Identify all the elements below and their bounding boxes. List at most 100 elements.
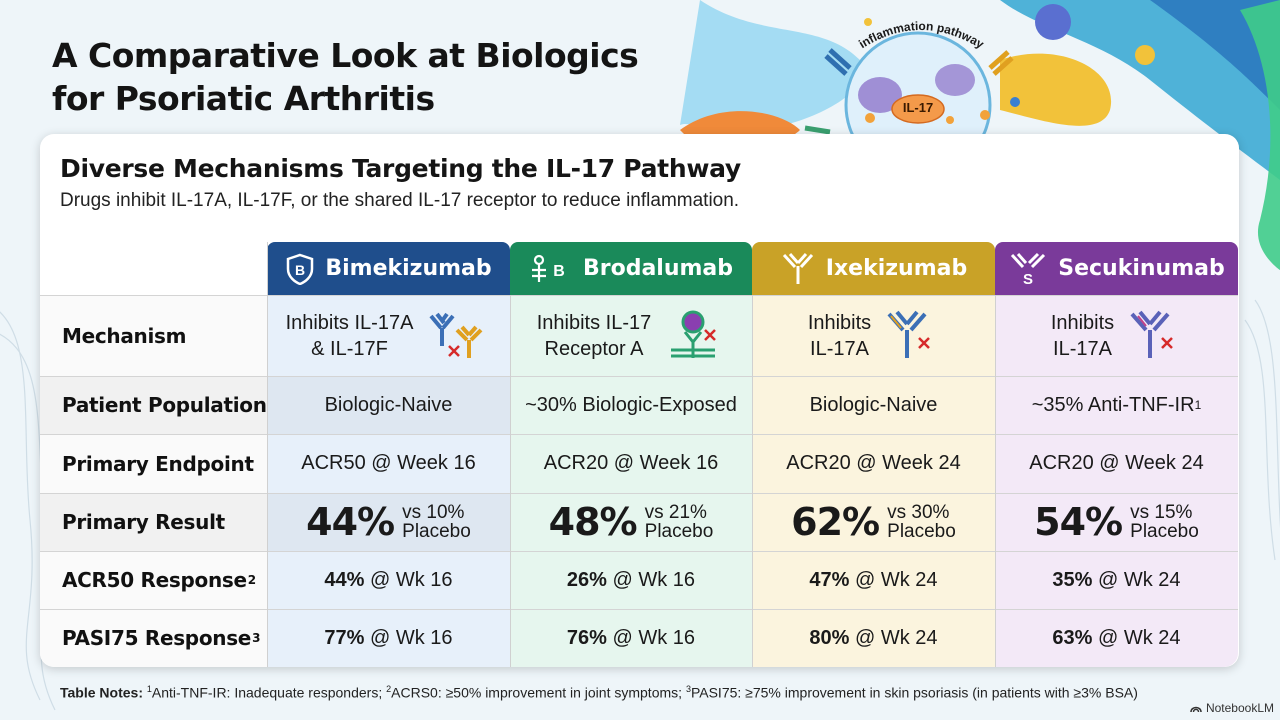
mechanism-line-2: & IL-17F: [311, 337, 388, 360]
mechanism-line-1: Inhibits: [807, 311, 872, 334]
section-title: Diverse Mechanisms Targeting the IL-17 P…: [60, 154, 741, 183]
population-sup: 1: [1194, 398, 1202, 412]
row-divider: [40, 609, 1238, 610]
endpoint-text: ACR20 @ Week 24: [1029, 452, 1204, 474]
note-2-sup: 2: [386, 684, 392, 694]
population-text: ~35% Anti-TNF-IR: [1031, 393, 1195, 416]
result-cell: 44% vs 10% Placebo: [267, 493, 510, 551]
drug-name: Ixekizumab: [825, 256, 968, 281]
population-text: ~30% Biologic-Exposed: [525, 393, 737, 416]
row-label-pasi75-sup: 3: [252, 631, 261, 645]
endpoint-text: ACR20 @ Week 16: [543, 452, 719, 474]
pasi75-value: 76%: [566, 626, 607, 649]
notebooklm-logo-icon: [1190, 706, 1202, 713]
antibody-inhibition-icon: [1128, 310, 1182, 362]
mechanism-line-1: Inhibits IL-17A: [285, 311, 414, 334]
antibody-s-icon: S: [1008, 252, 1048, 286]
note-3: PASI75: ≥75% improvement in skin psorias…: [690, 684, 1138, 701]
col-divider: [510, 295, 511, 667]
col-divider: [752, 295, 753, 667]
col-divider: [995, 295, 996, 667]
acr50-week: @ Wk 24: [849, 568, 938, 591]
pasi75-value: 63%: [1052, 626, 1093, 649]
placebo-compare-line-2: Placebo: [402, 521, 471, 542]
antibody-y-icon: [780, 252, 816, 286]
acr50-week: @ Wk 16: [364, 568, 453, 591]
row-label-result: Primary Result: [62, 510, 225, 534]
pasi75-week: @ Wk 24: [849, 626, 938, 649]
pasi75-cell: 76% @ Wk 16: [510, 609, 752, 667]
drug-name: Secukinumab: [1058, 256, 1225, 281]
primary-result-value: 44%: [306, 500, 395, 544]
note-1-sup: 1: [146, 684, 152, 694]
mechanism-cell: Inhibits IL-17A: [752, 295, 995, 376]
pasi75-cell: 77% @ Wk 16: [267, 609, 510, 667]
page-title: A Comparative Look at Biologics for Psor…: [52, 34, 639, 120]
antibody-inhibition-icon: [885, 310, 939, 362]
label-column: [40, 295, 267, 667]
mechanism-line-2: IL-17A: [1053, 337, 1112, 360]
row-label-pasi75-text: PASI75 Response: [62, 626, 252, 650]
page-title-line-1: A Comparative Look at Biologics: [52, 36, 639, 75]
pathway-label: inflammation pathway: [856, 19, 986, 52]
antibody-inhibition-icon: [427, 312, 491, 360]
primary-result-value: 62%: [791, 500, 880, 544]
acr50-value: 35%: [1052, 568, 1093, 591]
pasi75-week: @ Wk 24: [1092, 626, 1181, 649]
row-label-mechanism: Mechanism: [62, 323, 187, 348]
placebo-compare-line-2: Placebo: [644, 521, 714, 542]
mechanism-cell: Inhibits IL-17 Receptor A: [510, 295, 752, 376]
column-header-brodalumab: B Brodalumab: [510, 242, 752, 295]
table-notes-label: Table Notes:: [60, 684, 143, 701]
endpoint-text: ACR50 @ Week 16: [301, 452, 476, 474]
col-divider: [267, 242, 268, 667]
placebo-compare-line-1: vs 21%: [644, 502, 707, 523]
label-stripe: [40, 376, 267, 434]
population-cell: Biologic-Naive: [267, 376, 510, 434]
acr50-cell: 35% @ Wk 24: [995, 551, 1238, 609]
row-label-acr50-text: ACR50 Response: [62, 568, 247, 592]
column-body-secukinumab: [995, 295, 1238, 667]
row-divider: [40, 493, 1238, 494]
row-divider: [40, 551, 1238, 552]
pasi75-cell: 80% @ Wk 24: [752, 609, 995, 667]
endpoint-text: ACR20 @ Week 24: [786, 452, 961, 474]
pasi75-value: 77%: [324, 626, 365, 649]
note-1: Anti-TNF-IR: Inadequate responders;: [151, 684, 387, 701]
population-cell: ~35% Anti-TNF-IR 1: [995, 376, 1238, 434]
primary-result-value: 48%: [548, 500, 638, 544]
primary-result-value: 54%: [1034, 500, 1123, 544]
row-label-endpoint: Primary Endpoint: [62, 451, 254, 476]
population-cell: Biologic-Naive: [752, 376, 995, 434]
population-cell: ~30% Biologic-Exposed: [510, 376, 752, 434]
column-header-ixekizumab: Ixekizumab: [752, 242, 995, 295]
endpoint-cell: ACR20 @ Week 24: [995, 434, 1238, 493]
column-body-ixekizumab: [752, 295, 995, 667]
svg-text:B: B: [295, 262, 305, 278]
mechanism-cell: Inhibits IL-17A: [995, 295, 1238, 376]
row-label-acr50: ACR50 Response 2: [62, 551, 256, 609]
mechanism-cell: Inhibits IL-17A & IL-17F: [267, 295, 510, 376]
acr50-cell: 47% @ Wk 24: [752, 551, 995, 609]
row-label-pasi75: PASI75 Response 3: [62, 609, 260, 667]
pasi75-cell: 63% @ Wk 24: [995, 609, 1238, 667]
result-cell: 62% vs 30% Placebo: [752, 493, 995, 551]
svg-text:B: B: [553, 263, 565, 280]
section-subtitle: Drugs inhibit IL-17A, IL-17F, or the sha…: [60, 190, 740, 211]
note-3-sup: 3: [685, 684, 691, 694]
placebo-compare-line-1: vs 15%: [1130, 502, 1193, 523]
shield-b-icon: B: [285, 253, 315, 285]
endpoint-cell: ACR20 @ Week 24: [752, 434, 995, 493]
acr50-value: 47%: [809, 568, 850, 591]
acr50-value: 44%: [324, 568, 365, 591]
pathway-label-arc: inflammation pathway: [856, 19, 986, 52]
receptor-b-icon: B: [529, 254, 573, 284]
brand-name: NotebookLM: [1205, 701, 1274, 715]
acr50-week: @ Wk 16: [606, 568, 696, 591]
row-divider: [40, 295, 1238, 296]
drug-name: Brodalumab: [582, 256, 734, 281]
pasi75-week: @ Wk 16: [364, 626, 453, 649]
acr50-cell: 44% @ Wk 16: [267, 551, 510, 609]
mechanism-line-2: Receptor A: [544, 337, 644, 360]
acr50-cell: 26% @ Wk 16: [510, 551, 752, 609]
